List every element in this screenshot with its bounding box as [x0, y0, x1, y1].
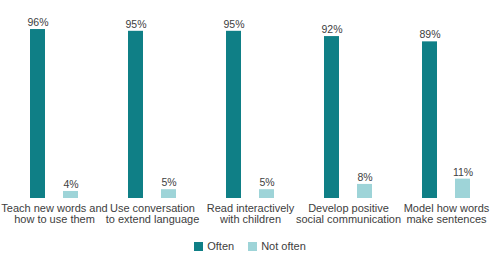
svg-text:8%: 8% — [357, 171, 372, 183]
svg-text:Model how wordsmake sentences: Model how wordsmake sentences — [404, 202, 490, 225]
svg-text:11%: 11% — [453, 166, 473, 178]
svg-text:4%: 4% — [63, 178, 78, 190]
svg-text:96%: 96% — [27, 16, 48, 28]
html-text:Often: Often — [207, 240, 235, 252]
svg-text:95%: 95% — [223, 18, 244, 30]
html-text:Not often: Not often — [261, 240, 306, 252]
svg-text:5%: 5% — [161, 176, 176, 188]
svg-text:Use conversationto extend lang: Use conversationto extend language — [106, 202, 200, 225]
svg-text:Develop positivesocial communi: Develop positivesocial communication — [296, 202, 401, 225]
svg-text:5%: 5% — [259, 176, 274, 188]
svg-text:Read interactivelywith childre: Read interactivelywith children — [207, 202, 295, 225]
svg-text:Teach new words andhow to use: Teach new words andhow to use them — [1, 202, 107, 225]
svg-text:89%: 89% — [419, 28, 440, 40]
svg-text:95%: 95% — [125, 18, 146, 30]
svg-text:92%: 92% — [321, 23, 342, 35]
